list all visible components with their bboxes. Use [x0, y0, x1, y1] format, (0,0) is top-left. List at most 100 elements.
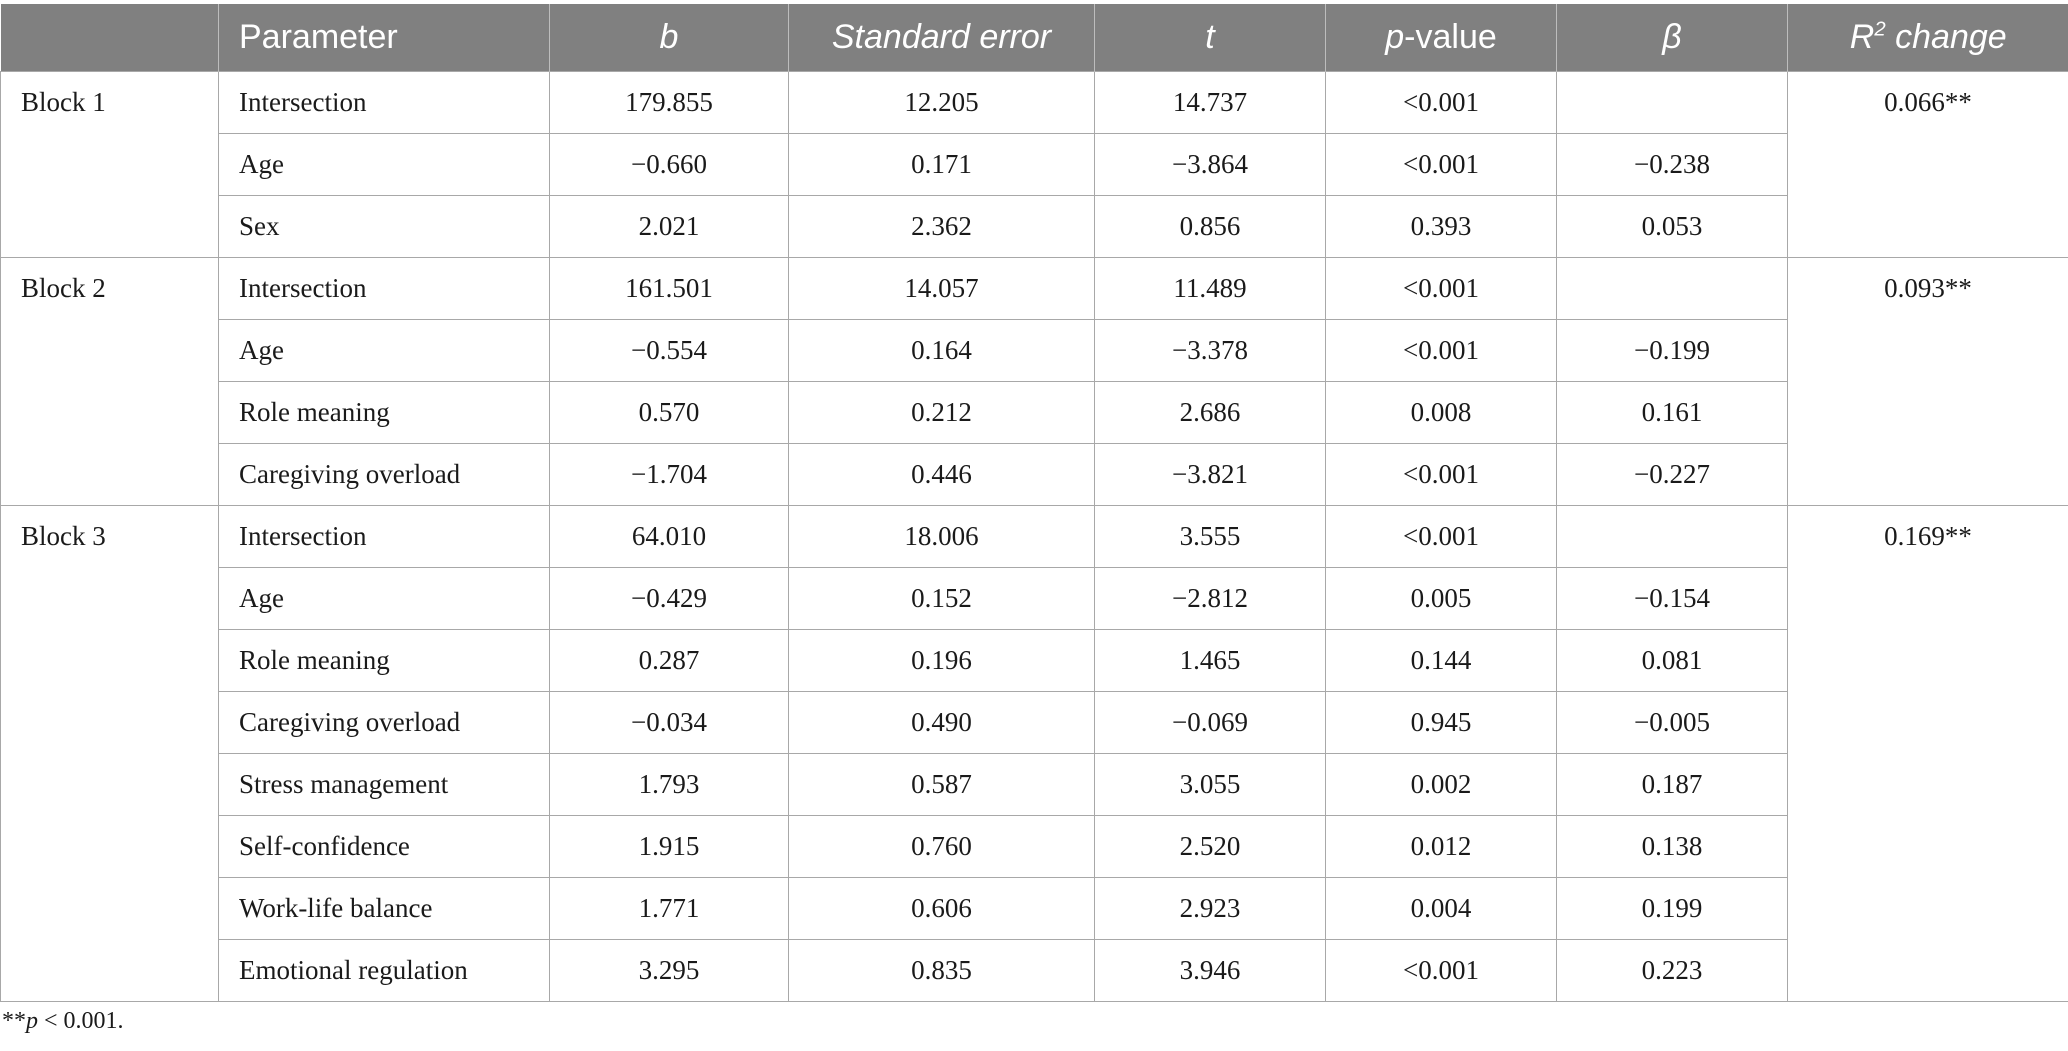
parameter-cell: Age: [218, 567, 550, 630]
p-cell: 0.144: [1325, 629, 1557, 692]
t-cell: 3.555: [1094, 505, 1326, 568]
t-cell: −3.378: [1094, 319, 1326, 382]
se-cell: 0.760: [788, 815, 1095, 878]
parameter-cell: Caregiving overload: [218, 691, 550, 754]
table-body: Block 1 Intersection 179.855 12.205 14.737 <0…: [0, 71, 2068, 1002]
header-p-italic: p: [1385, 18, 1405, 56]
b-cell: 161.501: [549, 257, 789, 320]
b-cell: −0.554: [549, 319, 789, 382]
header-r2-sup: 2: [1874, 18, 1886, 41]
beta-cell: 0.161: [1556, 381, 1788, 444]
beta-cell: −0.199: [1556, 319, 1788, 382]
block-label: Block 2: [0, 257, 219, 506]
parameter-cell: Self-confidence: [218, 815, 550, 878]
regression-table-container: Parameter b Standard error t p-value β R…: [0, 4, 2068, 1002]
b-cell: 1.793: [549, 753, 789, 816]
se-cell: 0.835: [788, 939, 1095, 1002]
se-cell: 0.212: [788, 381, 1095, 444]
beta-cell: 0.199: [1556, 877, 1788, 940]
p-cell: <0.001: [1325, 939, 1557, 1002]
p-cell: <0.001: [1325, 257, 1557, 320]
b-cell: 3.295: [549, 939, 789, 1002]
se-cell: 0.196: [788, 629, 1095, 692]
table-row: Emotional regulation 3.295 0.835 3.946 <0.00…: [1, 939, 2068, 1002]
table-row: Age −0.554 0.164 −3.378 <0.001 −0.199: [1, 319, 2068, 382]
header-r2-base: R: [1849, 18, 1875, 56]
parameter-cell: Emotional regulation: [218, 939, 550, 1002]
header-r2-change: R2 change: [1787, 4, 2068, 72]
t-cell: 2.520: [1094, 815, 1326, 878]
header-standard-error: Standard error: [788, 4, 1095, 72]
se-cell: 0.446: [788, 443, 1095, 506]
table-row: Role meaning 0.570 0.212 2.686 0.008 0.161: [1, 381, 2068, 444]
se-cell: 0.606: [788, 877, 1095, 940]
parameter-cell: Sex: [218, 195, 550, 258]
r2-change-cell: 0.066**: [1787, 71, 2068, 258]
se-cell: 0.587: [788, 753, 1095, 816]
t-cell: 3.055: [1094, 753, 1326, 816]
table-row: Age −0.429 0.152 −2.812 0.005 −0.154: [1, 567, 2068, 630]
block-label: Block 1: [0, 71, 219, 258]
header-b: b: [549, 4, 789, 72]
b-cell: −0.429: [549, 567, 789, 630]
se-cell: 0.490: [788, 691, 1095, 754]
t-cell: 2.686: [1094, 381, 1326, 444]
p-cell: <0.001: [1325, 71, 1557, 134]
beta-cell: [1556, 71, 1788, 134]
b-cell: 0.570: [549, 381, 789, 444]
parameter-cell: Work-life balance: [218, 877, 550, 940]
header-beta: β: [1556, 4, 1788, 72]
t-cell: 2.923: [1094, 877, 1326, 940]
b-cell: 0.287: [549, 629, 789, 692]
table-row: Role meaning 0.287 0.196 1.465 0.144 0.081: [1, 629, 2068, 692]
parameter-cell: Role meaning: [218, 381, 550, 444]
se-cell: 18.006: [788, 505, 1095, 568]
table-footnote: **p < 0.001.: [2, 1008, 124, 1035]
t-cell: −0.069: [1094, 691, 1326, 754]
t-cell: 11.489: [1094, 257, 1326, 320]
table-row: Stress management 1.793 0.587 3.055 0.002 0.1…: [1, 753, 2068, 816]
se-cell: 0.171: [788, 133, 1095, 196]
table-row: Block 2 Intersection 161.501 14.057 11.489 <0…: [0, 257, 2068, 506]
b-cell: 2.021: [549, 195, 789, 258]
parameter-cell: Intersection: [218, 257, 550, 320]
beta-cell: [1556, 505, 1788, 568]
beta-cell: 0.081: [1556, 629, 1788, 692]
beta-cell: [1556, 257, 1788, 320]
parameter-cell: Stress management: [218, 753, 550, 816]
se-cell: 2.362: [788, 195, 1095, 258]
beta-cell: −0.227: [1556, 443, 1788, 506]
t-cell: 3.946: [1094, 939, 1326, 1002]
b-cell: 1.915: [549, 815, 789, 878]
table-row: Caregiving overload −1.704 0.446 −3.821 <0.0…: [1, 443, 2068, 506]
r2-change-cell: 0.093**: [1787, 257, 2068, 506]
b-cell: −0.034: [549, 691, 789, 754]
table-row: Work-life balance 1.771 0.606 2.923 0.004 0.1…: [1, 877, 2068, 940]
beta-cell: −0.005: [1556, 691, 1788, 754]
p-cell: 0.002: [1325, 753, 1557, 816]
t-cell: −3.864: [1094, 133, 1326, 196]
beta-cell: −0.238: [1556, 133, 1788, 196]
beta-cell: 0.187: [1556, 753, 1788, 816]
se-cell: 12.205: [788, 71, 1095, 134]
p-cell: <0.001: [1325, 443, 1557, 506]
header-t: t: [1094, 4, 1326, 72]
p-cell: 0.004: [1325, 877, 1557, 940]
t-cell: 14.737: [1094, 71, 1326, 134]
p-cell: 0.005: [1325, 567, 1557, 630]
beta-cell: 0.053: [1556, 195, 1788, 258]
parameter-cell: Intersection: [218, 71, 550, 134]
footnote-rest: < 0.001.: [38, 1008, 124, 1034]
r2-change-cell: 0.169**: [1787, 505, 2068, 1002]
t-cell: −2.812: [1094, 567, 1326, 630]
regression-table: Parameter b Standard error t p-value β R…: [0, 4, 2068, 1002]
p-cell: <0.001: [1325, 319, 1557, 382]
se-cell: 14.057: [788, 257, 1095, 320]
b-cell: 1.771: [549, 877, 789, 940]
se-cell: 0.164: [788, 319, 1095, 382]
p-cell: <0.001: [1325, 505, 1557, 568]
parameter-cell: Caregiving overload: [218, 443, 550, 506]
parameter-cell: Age: [218, 319, 550, 382]
header-p-value: p-value: [1325, 4, 1557, 72]
table-row: Self-confidence 1.915 0.760 2.520 0.012 0.138: [1, 815, 2068, 878]
